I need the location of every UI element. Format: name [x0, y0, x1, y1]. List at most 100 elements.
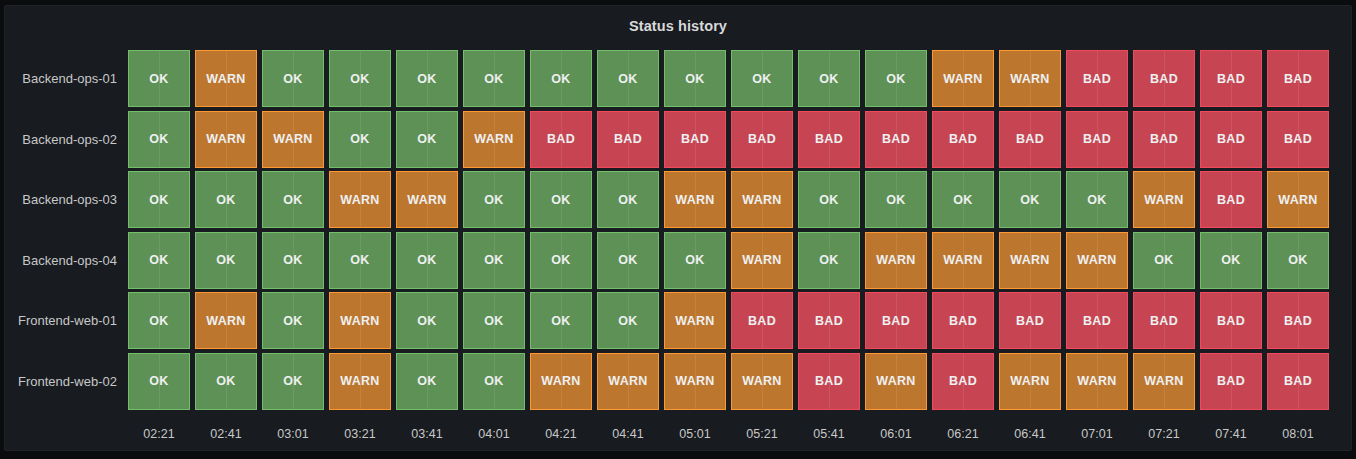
status-cell[interactable]: WARN	[999, 353, 1061, 410]
status-cell[interactable]: OK	[1066, 171, 1128, 228]
status-cell[interactable]: BAD	[798, 292, 860, 349]
status-cell[interactable]: BAD	[731, 292, 793, 349]
status-cell[interactable]: OK	[530, 50, 592, 107]
status-cell[interactable]: OK	[999, 171, 1061, 228]
status-cell[interactable]: BAD	[1200, 111, 1262, 168]
status-cell[interactable]: BAD	[1066, 111, 1128, 168]
status-cell[interactable]: OK	[329, 232, 391, 289]
status-cell[interactable]: BAD	[932, 292, 994, 349]
status-cell[interactable]: WARN	[999, 50, 1061, 107]
status-cell[interactable]: WARN	[664, 171, 726, 228]
status-cell[interactable]: OK	[128, 111, 190, 168]
status-cell[interactable]: OK	[597, 50, 659, 107]
status-cell[interactable]: OK	[396, 111, 458, 168]
status-cell[interactable]: WARN	[396, 171, 458, 228]
status-cell[interactable]: BAD	[999, 292, 1061, 349]
status-cell[interactable]: OK	[329, 50, 391, 107]
status-cell[interactable]: BAD	[1133, 50, 1195, 107]
status-cell[interactable]: BAD	[1267, 50, 1329, 107]
status-cell[interactable]: WARN	[597, 353, 659, 410]
status-cell[interactable]: WARN	[664, 292, 726, 349]
status-cell[interactable]: BAD	[1200, 50, 1262, 107]
status-cell[interactable]: WARN	[999, 232, 1061, 289]
status-cell[interactable]: OK	[463, 50, 525, 107]
status-cell[interactable]: OK	[195, 353, 257, 410]
status-cell[interactable]: WARN	[865, 232, 927, 289]
status-cell[interactable]: OK	[1133, 232, 1195, 289]
status-cell[interactable]: BAD	[1267, 353, 1329, 410]
status-cell[interactable]: OK	[262, 50, 324, 107]
status-cell[interactable]: WARN	[329, 292, 391, 349]
status-cell[interactable]: BAD	[1200, 353, 1262, 410]
status-cell[interactable]: OK	[262, 232, 324, 289]
status-cell[interactable]: BAD	[597, 111, 659, 168]
status-cell[interactable]: OK	[329, 111, 391, 168]
status-cell[interactable]: OK	[530, 232, 592, 289]
status-cell[interactable]: WARN	[664, 353, 726, 410]
status-cell[interactable]: WARN	[932, 232, 994, 289]
status-cell[interactable]: BAD	[932, 353, 994, 410]
status-cell[interactable]: BAD	[1267, 111, 1329, 168]
status-cell[interactable]: WARN	[530, 353, 592, 410]
status-cell[interactable]: BAD	[798, 111, 860, 168]
status-cell[interactable]: OK	[396, 292, 458, 349]
status-cell[interactable]: OK	[195, 232, 257, 289]
status-cell[interactable]: WARN	[195, 292, 257, 349]
status-cell[interactable]: OK	[798, 171, 860, 228]
status-cell[interactable]: WARN	[932, 50, 994, 107]
status-cell[interactable]: BAD	[865, 111, 927, 168]
status-cell[interactable]: WARN	[329, 353, 391, 410]
status-cell[interactable]: BAD	[664, 111, 726, 168]
status-cell[interactable]: OK	[128, 292, 190, 349]
status-cell[interactable]: BAD	[1267, 292, 1329, 349]
status-cell[interactable]: OK	[128, 171, 190, 228]
status-cell[interactable]: WARN	[1133, 353, 1195, 410]
status-cell[interactable]: WARN	[329, 171, 391, 228]
status-cell[interactable]: WARN	[463, 111, 525, 168]
status-cell[interactable]: OK	[530, 292, 592, 349]
status-cell[interactable]: OK	[128, 50, 190, 107]
status-cell[interactable]: BAD	[932, 111, 994, 168]
status-cell[interactable]: OK	[865, 171, 927, 228]
status-cell[interactable]: BAD	[999, 111, 1061, 168]
status-cell[interactable]: BAD	[1066, 50, 1128, 107]
status-cell[interactable]: OK	[597, 232, 659, 289]
status-cell[interactable]: OK	[396, 353, 458, 410]
status-cell[interactable]: OK	[396, 232, 458, 289]
status-cell[interactable]: BAD	[798, 353, 860, 410]
status-cell[interactable]: BAD	[1133, 111, 1195, 168]
status-cell[interactable]: OK	[195, 171, 257, 228]
status-cell[interactable]: BAD	[1200, 171, 1262, 228]
status-cell[interactable]: WARN	[1066, 353, 1128, 410]
status-cell[interactable]: WARN	[1267, 171, 1329, 228]
status-cell[interactable]: OK	[932, 171, 994, 228]
status-cell[interactable]: OK	[798, 50, 860, 107]
status-cell[interactable]: WARN	[731, 353, 793, 410]
status-cell[interactable]: WARN	[195, 50, 257, 107]
status-cell[interactable]: WARN	[195, 111, 257, 168]
status-cell[interactable]: BAD	[865, 292, 927, 349]
status-cell[interactable]: OK	[865, 50, 927, 107]
status-cell[interactable]: OK	[1200, 232, 1262, 289]
status-cell[interactable]: BAD	[1200, 292, 1262, 349]
status-cell[interactable]: OK	[530, 171, 592, 228]
status-cell[interactable]: BAD	[1066, 292, 1128, 349]
status-cell[interactable]: OK	[262, 171, 324, 228]
status-cell[interactable]: WARN	[731, 171, 793, 228]
status-cell[interactable]: OK	[262, 292, 324, 349]
status-cell[interactable]: WARN	[1066, 232, 1128, 289]
status-cell[interactable]: WARN	[1133, 171, 1195, 228]
status-cell[interactable]: OK	[463, 353, 525, 410]
status-cell[interactable]: BAD	[731, 111, 793, 168]
status-cell[interactable]: OK	[664, 50, 726, 107]
status-cell[interactable]: BAD	[1133, 292, 1195, 349]
status-cell[interactable]: OK	[262, 353, 324, 410]
status-cell[interactable]: OK	[664, 232, 726, 289]
status-cell[interactable]: OK	[597, 292, 659, 349]
status-cell[interactable]: BAD	[530, 111, 592, 168]
status-cell[interactable]: OK	[463, 292, 525, 349]
status-cell[interactable]: OK	[597, 171, 659, 228]
status-cell[interactable]: OK	[396, 50, 458, 107]
status-cell[interactable]: WARN	[865, 353, 927, 410]
status-cell[interactable]: OK	[128, 353, 190, 410]
